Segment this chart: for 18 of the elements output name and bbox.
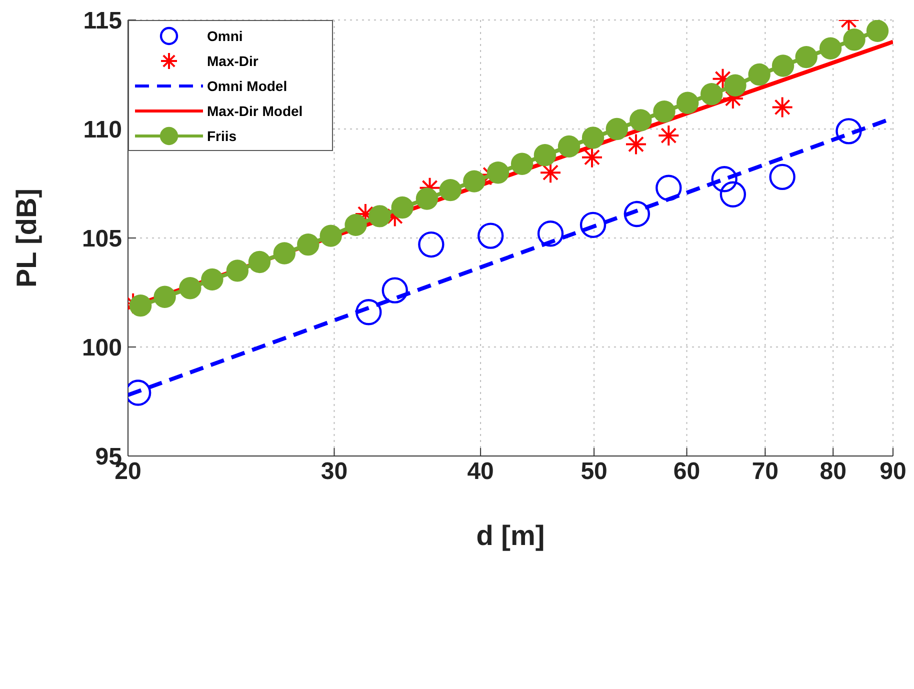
x-tick-label: 80 [820,458,846,486]
x-tick-label: 40 [467,458,494,486]
x-tick-label: 90 [880,458,906,486]
y-tick-label: 100 [82,334,122,362]
x-tick-label: 70 [752,458,779,486]
x-tick-label: 60 [673,458,700,486]
y-tick-label: 110 [83,116,122,144]
legend-label: Omni [207,28,243,44]
x-tick-label: 50 [580,458,608,486]
y-tick-label: 105 [82,226,122,253]
y-tick-label: 115 [83,8,122,35]
legend-label: Friis [207,128,237,144]
legend-label: Omni Model [207,78,288,94]
x-axis-title: d [m] [476,520,545,551]
y-axis-title: PL [dB] [10,188,42,288]
legend-label: Max-Dir [207,52,258,68]
x-tick-label: 30 [320,458,348,486]
legend-label: Max-Dir Model [207,102,303,118]
